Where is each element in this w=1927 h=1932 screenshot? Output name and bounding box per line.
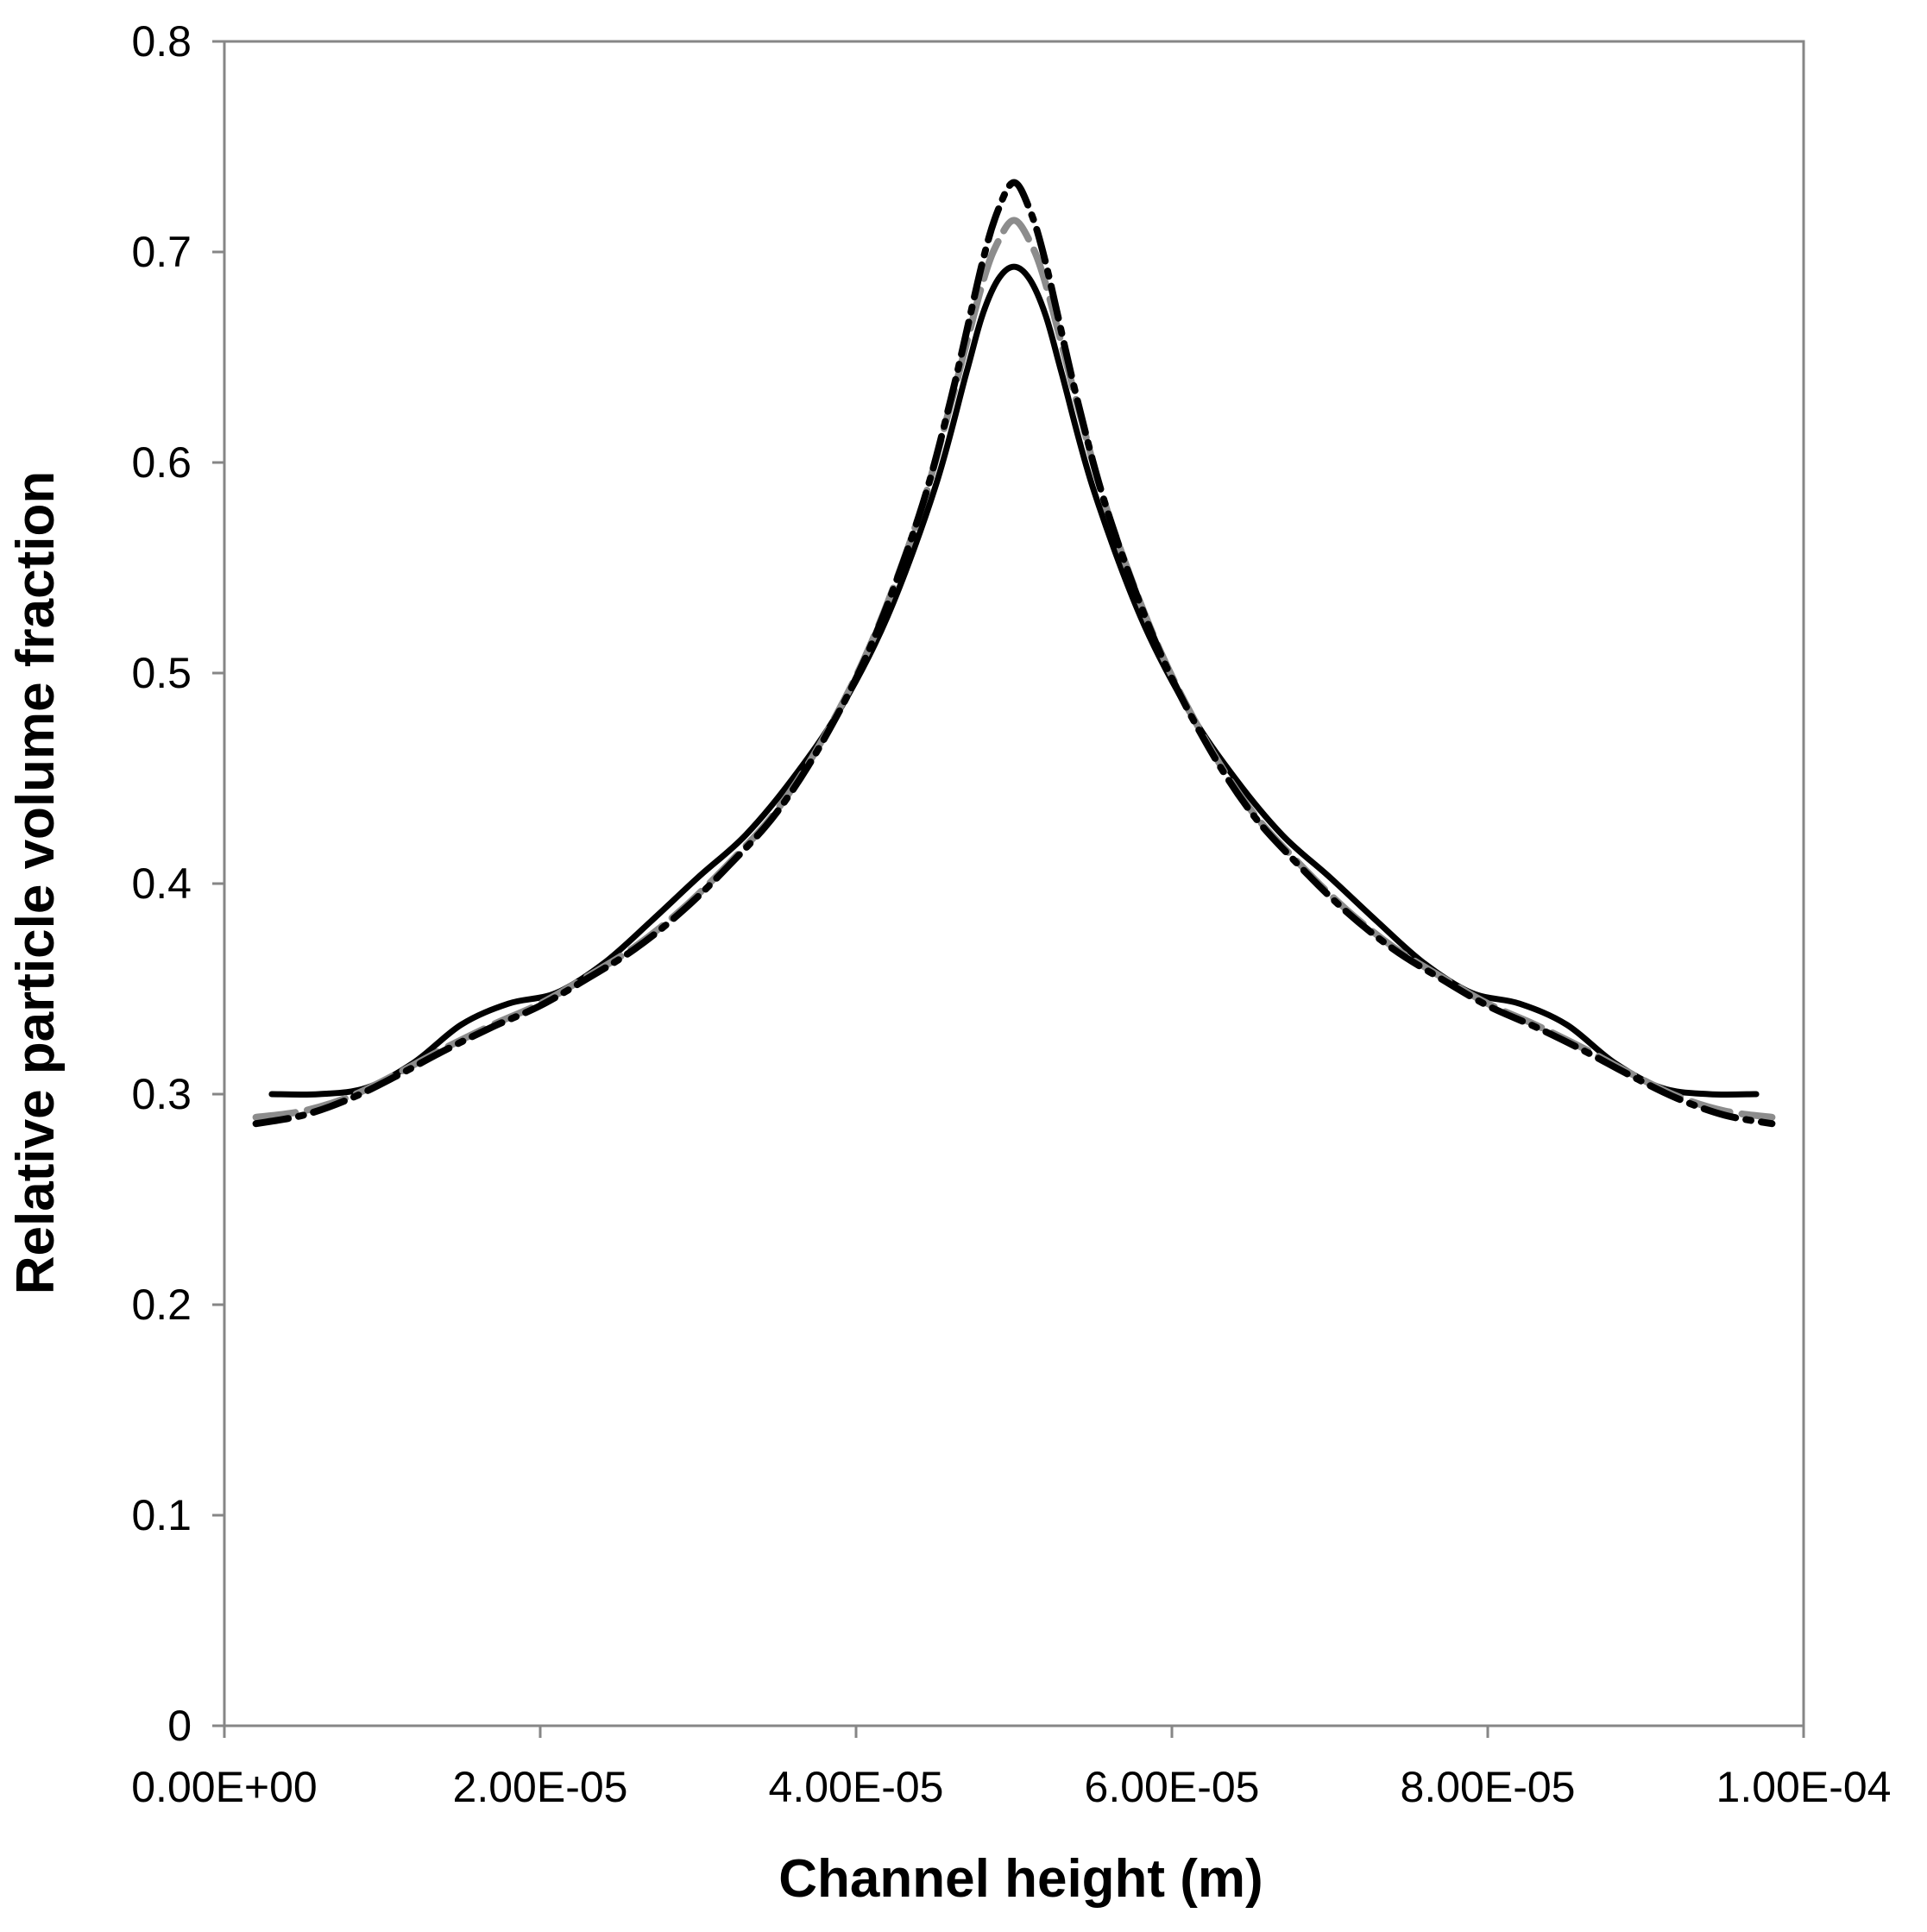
y-tick-label: 0.7	[131, 228, 192, 276]
x-tick-label: 1.00E-04	[1716, 1763, 1892, 1811]
series-line-gray-dashed	[252, 217, 1776, 1121]
y-tick-label: 0.3	[131, 1070, 192, 1118]
y-tick-label: 0.8	[131, 17, 192, 66]
y-tick-label: 0.1	[131, 1491, 192, 1539]
plot-frame	[223, 40, 1805, 1727]
series-group	[252, 179, 1776, 1128]
axis-titles: Channel height (m) Relative particle vol…	[6, 471, 1263, 1909]
x-tick-label: 6.00E-05	[1085, 1763, 1260, 1811]
y-tick-label: 0.2	[131, 1281, 192, 1329]
y-tick-label: 0.5	[131, 649, 192, 697]
series-line-black-dash-dot	[252, 179, 1776, 1128]
series-line-solid-black	[268, 263, 1760, 1098]
x-axis-title: Channel height (m)	[778, 1849, 1263, 1909]
x-tick-label: 0.00E+00	[131, 1763, 317, 1811]
x-tick-label: 4.00E-05	[769, 1763, 944, 1811]
axes	[223, 40, 1805, 1727]
y-tick-label: 0.6	[131, 438, 192, 487]
ticks: 0 0.1 0.2 0.3 0.4 0.5 0.6 0.7 0.8 0.00E+00 2.00E-0…	[131, 17, 1891, 1811]
y-axis-title: Relative particle volume fraction	[6, 471, 66, 1294]
x-tick-label: 8.00E-05	[1401, 1763, 1576, 1811]
y-tick-label: 0.4	[131, 859, 192, 908]
y-tick-label: 0	[167, 1702, 192, 1750]
x-tick-label: 2.00E-05	[453, 1763, 628, 1811]
